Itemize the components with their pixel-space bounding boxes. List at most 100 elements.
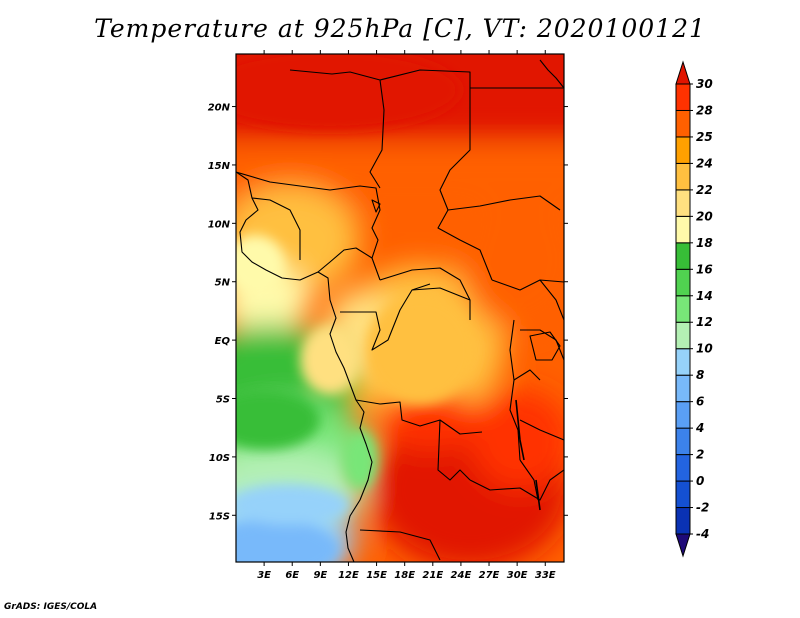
y-tick-label: 10S — [209, 453, 230, 464]
colorbar-label: 6 — [696, 395, 704, 409]
colorbar-box — [675, 215, 691, 244]
border-drc-east — [509, 319, 521, 461]
colorbar-label: 30 — [696, 77, 713, 91]
border-zambia — [469, 469, 564, 501]
lake-malawi — [535, 479, 541, 511]
border-angola-north — [355, 399, 483, 435]
y-tick-label: 5S — [216, 395, 230, 406]
border-gabon-congo — [340, 283, 431, 351]
x-tick-label: 30E — [507, 570, 528, 581]
red-sea-coast — [539, 59, 564, 89]
border-rwanda — [513, 369, 541, 381]
x-tick-label: 27E — [479, 570, 500, 581]
field-ocean-cold — [236, 520, 340, 562]
colorbar-box — [675, 480, 691, 509]
country-borders — [236, 59, 564, 562]
colorbar-label: 10 — [696, 342, 713, 356]
colorbar-box — [675, 401, 691, 429]
colorbar-box — [675, 189, 691, 217]
colorbar-box — [675, 83, 691, 111]
y-tick-label: 5N — [215, 278, 231, 289]
colorbar-label: 0 — [696, 474, 704, 488]
y-axis: 20N 15N 10N 5N EQ 5S 10S 15S — [208, 103, 568, 522]
field-ocean-light — [236, 485, 350, 525]
y-tick-label: 10N — [208, 219, 231, 230]
border-kenya — [539, 279, 564, 321]
colorbar-label: 18 — [696, 236, 713, 250]
colorbar-label: 20 — [696, 209, 713, 223]
temperature-field — [236, 54, 564, 562]
x-tick-label: 6E — [285, 570, 299, 581]
border-sahel — [236, 171, 381, 281]
field-coast-mint — [342, 430, 378, 490]
x-tick-label: 18E — [394, 570, 415, 581]
lake-victoria — [529, 331, 561, 361]
colorbar-label: 22 — [696, 183, 713, 197]
x-tick-label: 21E — [422, 570, 443, 581]
colorbar-label: 24 — [696, 156, 713, 170]
colorbar-label: 12 — [696, 315, 713, 329]
colorbar-box — [675, 136, 691, 164]
border-car — [379, 267, 471, 320]
colorbar-max-triangle — [675, 60, 691, 85]
field-ocean-deep — [236, 390, 320, 450]
chart-title: Temperature at 925hPa [C], VT: 202010012… — [94, 14, 706, 43]
colorbar-min-triangle — [675, 533, 691, 558]
field-liberia — [236, 235, 285, 295]
colorbar-box — [675, 454, 691, 482]
border-south-sudan — [491, 279, 564, 291]
x-tick-label: 24E — [451, 570, 472, 581]
colorbar-label: 16 — [696, 262, 713, 276]
field-zambia — [470, 390, 564, 490]
colorbar-box — [675, 109, 691, 138]
lake-chad — [371, 199, 381, 213]
colorbar-label: 4 — [695, 421, 704, 435]
colorbar-box — [675, 321, 691, 350]
border-tanzania — [519, 419, 564, 441]
y-tick-label: 20N — [208, 103, 231, 114]
border-west-interior — [251, 197, 301, 260]
border-drc-north — [411, 287, 471, 301]
colorbar-label: 14 — [696, 289, 713, 303]
field-mid-south — [380, 390, 480, 450]
colorbar-box — [675, 295, 691, 323]
border-algeria-mali — [289, 69, 385, 189]
x-tick-label: 9E — [313, 570, 327, 581]
colorbar-box — [675, 427, 691, 456]
map-frame — [235, 53, 565, 563]
field-congo-core — [365, 295, 475, 405]
border-angola-east — [437, 419, 471, 481]
x-tick-label: 12E — [338, 570, 359, 581]
colorbar-label: 25 — [696, 130, 713, 144]
colorbar-box — [675, 242, 691, 270]
field-north-core — [236, 54, 460, 130]
x-tick-label: 15E — [366, 570, 387, 581]
colorbar-box — [675, 507, 691, 535]
colorbar-label: 28 — [696, 103, 713, 117]
border-libya-chad — [379, 69, 493, 281]
colorbar-box — [675, 348, 691, 376]
colorbar-label: -2 — [696, 501, 709, 515]
colorbar-box — [675, 162, 691, 191]
border-malawi — [519, 459, 539, 501]
colorbar-label: -4 — [696, 527, 709, 541]
coastline-west-africa — [236, 171, 373, 562]
border-nigeria-cameroon — [317, 247, 373, 273]
y-tick-label: EQ — [215, 336, 231, 347]
y-tick-label: 15S — [209, 511, 230, 522]
grads-credit: GrADS: IGES/COLA — [4, 602, 98, 612]
lake-tanganyika — [515, 399, 525, 461]
y-tick-label: 15N — [208, 161, 231, 172]
border-sudan-south — [447, 195, 561, 211]
colorbar-box — [675, 374, 691, 403]
field-cameroon — [300, 325, 360, 395]
border-uganda — [520, 329, 564, 361]
border-namibia — [359, 529, 441, 561]
x-tick-label: 3E — [257, 570, 271, 581]
x-tick-label: 33E — [535, 570, 556, 581]
x-axis: 3E 6E 9E 12E 15E 18E 21E 24E 27E 30E 33E — [257, 50, 556, 581]
colorbar-label: 2 — [696, 448, 704, 462]
colorbar-box — [675, 268, 691, 297]
